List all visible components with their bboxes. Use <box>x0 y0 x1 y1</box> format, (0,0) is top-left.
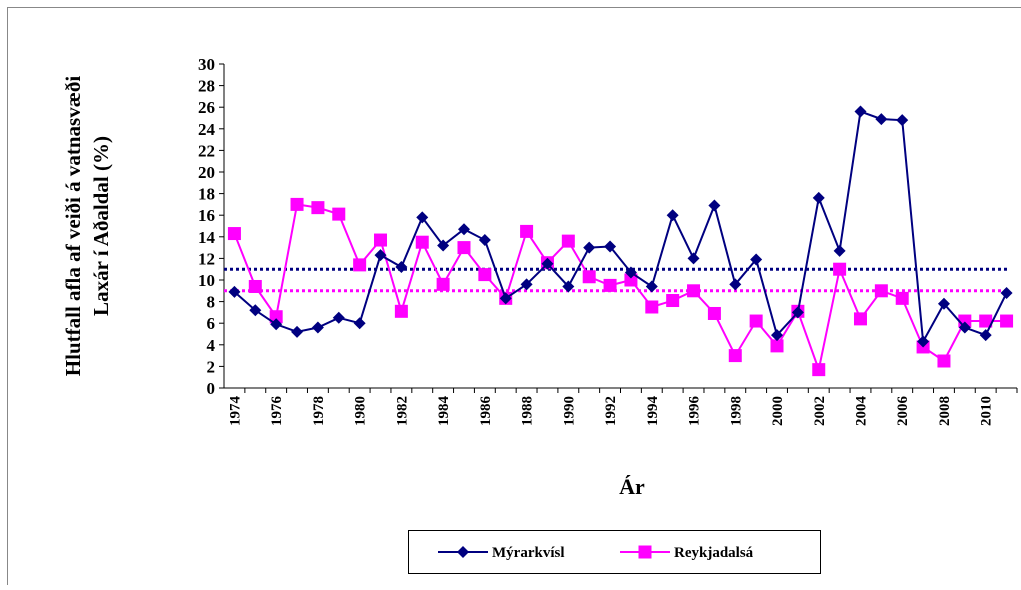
x-tick-label: 1982 <box>394 396 410 426</box>
data-point <box>1000 315 1013 328</box>
y-axis-title-line: Hlutfall afla af veiði á vatnasvæði <box>61 76 85 377</box>
data-point <box>478 268 491 281</box>
data-point <box>854 312 867 325</box>
x-axis-title: Ár <box>619 474 645 499</box>
chart-border <box>8 8 1021 586</box>
x-tick-label: 1986 <box>478 395 494 426</box>
y-tick-label: 6 <box>207 314 216 333</box>
legend-label: Reykjadalsá <box>674 545 754 561</box>
legend-label: Mýrarkvísl <box>492 545 565 561</box>
y-tick-label: 0 <box>207 379 216 398</box>
y-tick-label: 12 <box>198 249 215 268</box>
data-point <box>708 307 721 320</box>
x-tick-label: 1988 <box>520 396 536 426</box>
data-point <box>228 227 241 240</box>
data-point <box>437 278 450 291</box>
data-point <box>416 236 429 249</box>
x-tick-label: 1998 <box>728 396 744 426</box>
data-point <box>645 301 658 314</box>
y-tick-label: 28 <box>198 77 215 96</box>
x-tick-label: 1980 <box>353 396 369 426</box>
data-point <box>604 279 617 292</box>
data-point <box>771 339 784 352</box>
data-point <box>896 292 909 305</box>
data-point <box>291 198 304 211</box>
y-tick-label: 20 <box>198 163 215 182</box>
data-point <box>457 241 470 254</box>
x-tick-label: 2004 <box>853 396 869 427</box>
data-point <box>833 263 846 276</box>
data-point <box>562 235 575 248</box>
x-tick-label: 1992 <box>603 396 619 426</box>
x-tick-label: 2000 <box>770 396 786 426</box>
data-point <box>687 284 700 297</box>
x-tick-label: 2008 <box>937 396 953 426</box>
x-tick-label: 2010 <box>979 396 995 426</box>
x-tick-label: 1976 <box>269 396 285 427</box>
y-tick-label: 8 <box>207 293 216 312</box>
y-tick-label: 4 <box>207 336 216 355</box>
x-tick-label: 1990 <box>561 396 577 426</box>
x-tick-label: 1996 <box>687 396 703 427</box>
y-axis-title-line: Laxár í Aðaldal (%) <box>89 136 113 316</box>
y-tick-label: 26 <box>198 98 215 117</box>
data-point <box>937 355 950 368</box>
data-point <box>249 280 262 293</box>
y-tick-label: 24 <box>198 120 216 139</box>
data-point <box>395 305 408 318</box>
data-point <box>520 225 533 238</box>
y-tick-label: 14 <box>198 228 216 247</box>
x-tick-label: 1984 <box>436 396 452 427</box>
data-point <box>729 349 742 362</box>
x-tick-label: 2002 <box>812 396 828 426</box>
data-point <box>374 234 387 247</box>
x-tick-label: 1978 <box>311 396 327 426</box>
y-tick-label: 22 <box>198 141 215 160</box>
y-tick-label: 2 <box>207 357 216 376</box>
data-point <box>875 284 888 297</box>
x-tick-label: 1974 <box>227 396 243 427</box>
data-point <box>311 201 324 214</box>
data-point <box>332 208 345 221</box>
x-tick-label: 1994 <box>645 396 661 427</box>
data-point <box>666 294 679 307</box>
legend-marker <box>639 546 652 559</box>
data-point <box>750 315 763 328</box>
data-point <box>583 270 596 283</box>
data-point <box>812 363 825 376</box>
y-tick-label: 16 <box>198 206 215 225</box>
y-tick-label: 30 <box>198 55 215 74</box>
x-tick-label: 2006 <box>895 396 911 427</box>
y-tick-label: 10 <box>198 271 215 290</box>
y-tick-label: 18 <box>198 185 215 204</box>
data-point <box>353 258 366 271</box>
